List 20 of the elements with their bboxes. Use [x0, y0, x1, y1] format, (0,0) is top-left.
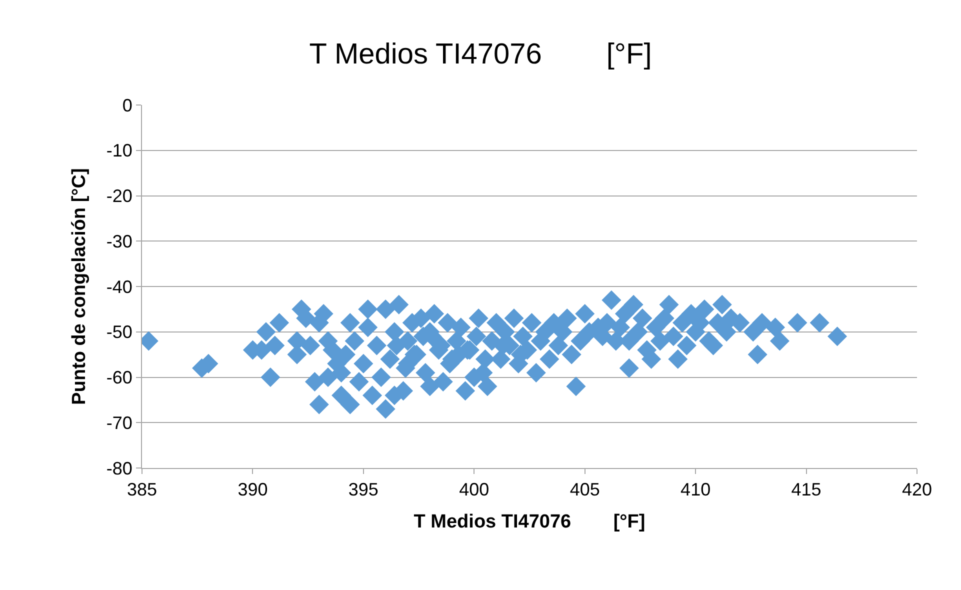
y-tick-label: -10	[106, 140, 132, 161]
y-tick-label: 0	[122, 95, 132, 116]
x-tick-label: 390	[238, 480, 268, 500]
y-tick-label: -50	[106, 322, 132, 342]
x-tick-label: 410	[680, 480, 711, 500]
y-tick-label: -70	[106, 412, 132, 433]
x-tick-label: 415	[791, 480, 822, 500]
x-tick-label: 420	[902, 480, 932, 500]
x-axis-title: T Medios TI47076 [°F]	[414, 511, 646, 532]
x-tick-label: 405	[570, 480, 600, 500]
y-tick-label: -20	[106, 186, 132, 206]
y-axis-title: Punto de congelación [°C]	[69, 168, 90, 405]
y-tick-label: -80	[106, 458, 132, 478]
y-tick-label: -30	[106, 231, 132, 252]
x-tick-label: 400	[459, 480, 490, 500]
y-tick-label: -40	[106, 276, 132, 297]
x-tick-label: 395	[348, 480, 378, 500]
x-tick-label: 385	[126, 480, 158, 500]
chart-title: T Medios TI47076 [°F]	[309, 38, 652, 70]
y-tick-label: -60	[106, 368, 132, 388]
